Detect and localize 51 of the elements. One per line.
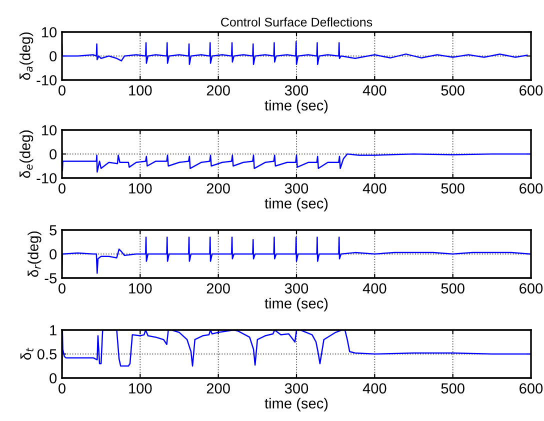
line-series [62, 40, 528, 66]
x-tick-label: 200 [206, 383, 230, 394]
y-axis-title: δ$_{a}$(deg) [20, 32, 34, 80]
y-tick-label: 0 [50, 373, 57, 384]
x-tick-label: 500 [441, 383, 464, 394]
x-tick-label: 100 [129, 183, 152, 194]
y-tick-label: 0 [50, 249, 57, 260]
x-tick-label: 400 [362, 85, 386, 96]
y-tick-label: 0.5 [37, 349, 57, 360]
y-tick-label: 1 [50, 325, 56, 336]
y-tick-label: 0 [50, 149, 57, 160]
y-tick-label: 0 [50, 51, 57, 62]
x-tick-label: 200 [206, 283, 230, 294]
y-tick-label: 5 [50, 225, 57, 236]
x-tick-label: 300 [284, 383, 308, 394]
x-axis-title: time (sec) [264, 298, 328, 312]
y-tick-label: 10 [42, 27, 57, 38]
y-tick-label: -10 [36, 75, 57, 86]
x-tick-label: 300 [284, 85, 308, 96]
x-axis-title: time (sec) [264, 398, 328, 412]
x-tick-label: 600 [520, 85, 543, 96]
x-tick-label: 0 [58, 85, 66, 96]
x-axis-title: time (sec) [264, 100, 328, 114]
x-tick-label: 300 [284, 183, 308, 194]
x-tick-label: 600 [520, 183, 543, 194]
y-axis-title: δ$_{t}$ [20, 348, 34, 360]
y-axis-title: δ$_{e}$(deg) [20, 130, 34, 178]
x-tick-label: 600 [520, 383, 543, 394]
x-tick-label: 0 [58, 283, 66, 294]
x-tick-label: 400 [362, 283, 386, 294]
x-tick-label: 100 [129, 383, 152, 394]
x-tick-label: 200 [206, 85, 230, 96]
chart-title: Control Surface Deflections [221, 17, 372, 27]
x-tick-label: 300 [284, 283, 308, 294]
x-tick-label: 100 [129, 283, 152, 294]
x-tick-label: 400 [362, 383, 386, 394]
x-tick-label: 500 [441, 283, 464, 294]
x-tick-label: 600 [520, 283, 543, 294]
y-axis-title: δ$_{r}$(deg) [28, 231, 42, 277]
x-tick-label: 500 [441, 85, 464, 96]
x-axis-title: time (sec) [264, 198, 328, 212]
y-tick-label: 10 [42, 125, 57, 136]
y-tick-label: -10 [36, 173, 57, 184]
line-series [62, 236, 530, 274]
x-tick-label: 500 [441, 183, 464, 194]
x-tick-label: 0 [58, 183, 66, 194]
y-tick-label: -5 [44, 273, 57, 284]
x-tick-label: 100 [129, 85, 152, 96]
x-tick-label: 0 [58, 383, 66, 394]
x-tick-label: 200 [206, 183, 230, 194]
x-tick-label: 400 [362, 183, 386, 194]
